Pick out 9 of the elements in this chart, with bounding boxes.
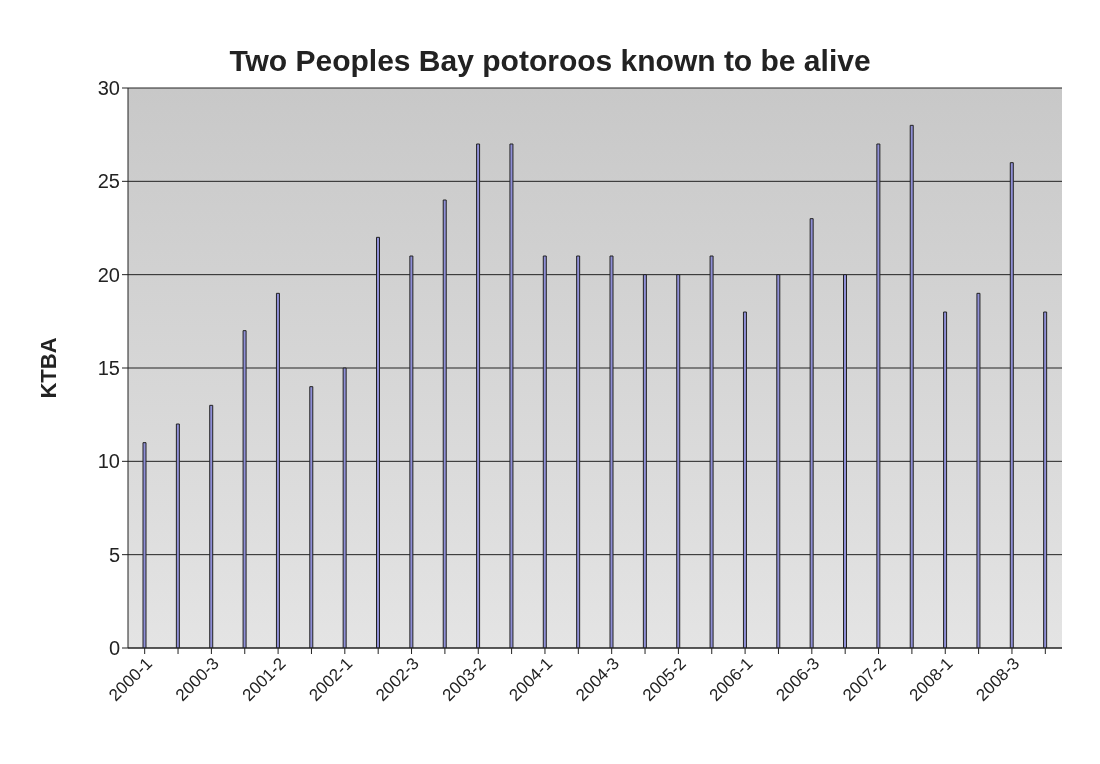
y-tick-label: 25 [97, 170, 120, 193]
y-axis-title: KTBA [35, 337, 61, 399]
y-tick-label: 0 [108, 637, 120, 660]
y-tick-label: 5 [108, 543, 120, 566]
chart-title: Two Peoples Bay potoroos known to be alive [228, 43, 872, 78]
y-tick-label: 20 [97, 263, 120, 286]
y-tick-label: 15 [97, 357, 120, 380]
y-tick-label: 30 [97, 77, 120, 100]
y-tick-label: 10 [97, 450, 120, 473]
